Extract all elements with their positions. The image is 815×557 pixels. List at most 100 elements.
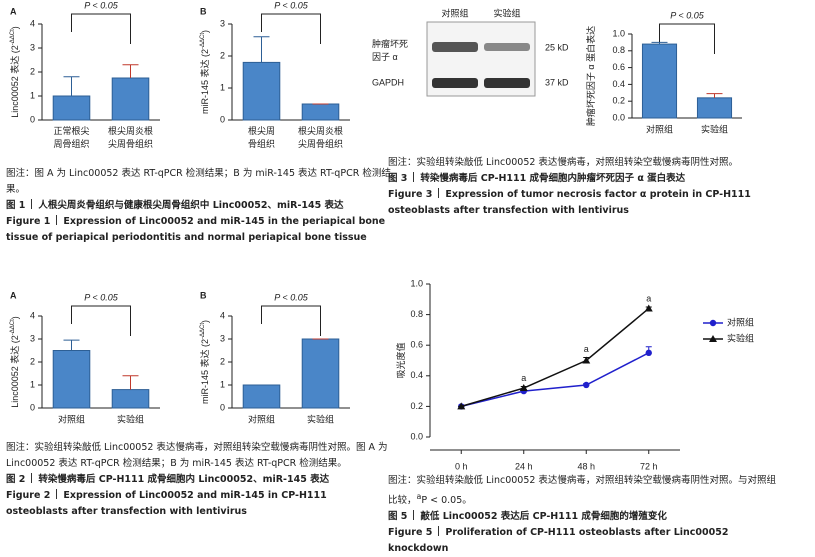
x-tick-label: 根尖周炎根尖周骨组织 <box>108 125 153 149</box>
error-bar <box>63 339 80 351</box>
y-axis-label-sup: -ΔΔCt <box>200 323 206 339</box>
caption-label: Figure 5 <box>388 527 433 539</box>
y-tick-label: 3 <box>30 42 35 52</box>
bar <box>111 77 150 121</box>
legend-label: 对照组 <box>727 316 754 327</box>
blot-group: 对照组 <box>441 7 468 18</box>
y-tick-label: 2 <box>220 50 225 60</box>
y-tick-label: 1 <box>220 82 225 92</box>
bar <box>242 61 281 121</box>
caption-title-en: Figure 5 Proliferation of CP-H111 osteobl… <box>388 525 783 557</box>
caption-title: 图 3 转染慢病毒后 CP-H111 成骨细胞内肿瘤坏死因子 α 蛋白表达 <box>388 171 773 187</box>
y-axis-label-text: ) <box>10 26 20 29</box>
caption-label: 图 3 <box>388 173 408 184</box>
y-axis-label-text: 吸光度值 <box>395 342 406 378</box>
y-axis-label-sup: -ΔΔCt <box>10 319 16 335</box>
x-tick-label: 实验组 <box>117 413 144 424</box>
y-axis-label-sup: -ΔΔCt <box>10 29 16 45</box>
caption-text: Expression of Linc00052 and miR-145 in C… <box>6 490 327 517</box>
bar <box>242 384 281 409</box>
x-tick-label: 对照组 <box>58 413 85 424</box>
significance-marker: a <box>646 293 651 303</box>
error-bar <box>706 93 723 98</box>
y-axis-label-text: ) <box>10 316 20 319</box>
caption-title-en: Figure 2 Expression of Linc00052 and miR-… <box>6 488 391 520</box>
y-axis-label-text: miR-145 表达 (2 <box>199 339 210 404</box>
y-tick-label: 0.6 <box>410 340 423 350</box>
caption-text: Expression of tumor necrosis factor α pr… <box>388 189 751 216</box>
caption: 图注：实验组转染敲低 Linc00052 表达慢病毒，对照组转染空载慢病毒阴性对… <box>388 155 773 219</box>
caption-note: 图注：图 A 为 Linc00052 表达 RT-qPCR 检测结果；B 为 m… <box>6 168 391 195</box>
blot-target: 肿瘤坏死因子 α <box>372 38 408 62</box>
caption-text: 转染慢病毒后 CP-H111 成骨细胞内 Linc00052、miR-145 表… <box>38 474 330 485</box>
y-axis-label: miR-145 表达 (2-ΔΔCt) <box>199 30 210 114</box>
bar <box>52 95 91 121</box>
marker <box>457 402 466 410</box>
x-tick-label: 正常根尖周骨组织 <box>53 125 89 149</box>
series-line <box>461 352 650 408</box>
blot-band <box>432 78 478 88</box>
marker <box>519 384 528 392</box>
panel-label: A <box>10 290 17 300</box>
error-bar <box>253 36 270 63</box>
caption-label: Figure 1 <box>6 216 51 227</box>
y-tick-label: 0 <box>30 114 35 124</box>
significance-bracket <box>261 13 321 44</box>
caption-title: 图 5 敲低 Linc00052 表达后 CP-H111 成骨细胞的增殖变化 <box>388 509 783 525</box>
y-tick-label: 0.0 <box>410 431 423 441</box>
y-axis-label: 肿瘤坏死因子 α 蛋白表达 <box>585 26 596 126</box>
caption-label: Figure 3 <box>388 189 433 200</box>
caption-note: 图注：实验组转染敲低 Linc00052 表达慢病毒，对照组转染空载慢病毒阴性对… <box>6 442 388 469</box>
x-tick-label: 根尖周骨组织 <box>248 125 275 149</box>
panel-label: A <box>10 6 17 16</box>
y-tick-label: 0.2 <box>612 96 625 106</box>
significance-bracket <box>71 13 131 44</box>
caption-text: Expression of Linc00052 and miR-145 in t… <box>6 216 386 243</box>
y-axis-label-text: Linc00052 表达 (2 <box>9 335 20 408</box>
y-tick-label: 1 <box>30 90 35 100</box>
y-tick-label: 0 <box>220 114 225 124</box>
legend-marker <box>709 319 717 327</box>
x-tick-label: 48 h <box>577 461 595 471</box>
bar <box>301 103 340 121</box>
blot-band <box>432 42 478 52</box>
y-tick-label: 1.0 <box>612 28 625 38</box>
x-tick-label: 对照组 <box>646 123 673 134</box>
y-axis-label: miR-145 表达 (2-ΔΔCt) <box>199 320 210 404</box>
blot-band <box>484 78 530 88</box>
y-tick-label: 0.8 <box>410 309 423 319</box>
y-axis-label: Linc00052 表达 (2-ΔΔCt) <box>9 26 20 118</box>
caption-text: Proliferation of CP-H111 osteoblasts aft… <box>388 527 729 555</box>
y-tick-label: 1 <box>30 379 35 389</box>
blot-size: 37 kD <box>545 77 569 87</box>
y-tick-label: 4 <box>220 310 225 320</box>
panel-label: B <box>200 290 207 300</box>
caption: 图注：实验组转染敲低 Linc00052 表达慢病毒，对照组转染空载慢病毒阴性对… <box>6 440 391 520</box>
x-tick-label: 实验组 <box>307 413 334 424</box>
marker <box>582 356 591 364</box>
legend-marker <box>709 335 717 342</box>
y-tick-label: 0.4 <box>612 79 625 89</box>
y-axis-label-text: ) <box>200 30 210 33</box>
bar <box>111 389 150 409</box>
y-axis-label: 吸光度值 <box>395 342 406 378</box>
caption-text: 转染慢病毒后 CP-H111 成骨细胞内肿瘤坏死因子 α 蛋白表达 <box>420 173 686 184</box>
caption-note: 图注：实验组转染敲低 Linc00052 表达慢病毒，对照组转染空载慢病毒阴性对… <box>388 473 783 509</box>
caption-title-en: Figure 1 Expression of Linc00052 and miR-… <box>6 214 391 246</box>
y-tick-label: 4 <box>30 310 35 320</box>
blot-group: 实验组 <box>493 7 520 18</box>
caption-label: Figure 2 <box>6 490 51 501</box>
significance-label: P < 0.05 <box>84 292 118 302</box>
error-bar <box>651 41 668 45</box>
x-tick-label: 实验组 <box>701 123 728 134</box>
significance-label: P < 0.05 <box>274 292 308 302</box>
y-axis-label-text: 肿瘤坏死因子 α 蛋白表达 <box>585 26 596 126</box>
x-tick-label: 72 h <box>640 461 658 471</box>
caption-text: 人根尖周炎骨组织与健康根尖周骨组织中 Linc00052、miR-145 表达 <box>38 200 344 211</box>
caption-title: 图 2 转染慢病毒后 CP-H111 成骨细胞内 Linc00052、miR-14… <box>6 472 391 488</box>
x-tick-label: 0 h <box>455 461 468 471</box>
series-line <box>461 307 650 408</box>
y-tick-label: 0.2 <box>410 401 423 411</box>
